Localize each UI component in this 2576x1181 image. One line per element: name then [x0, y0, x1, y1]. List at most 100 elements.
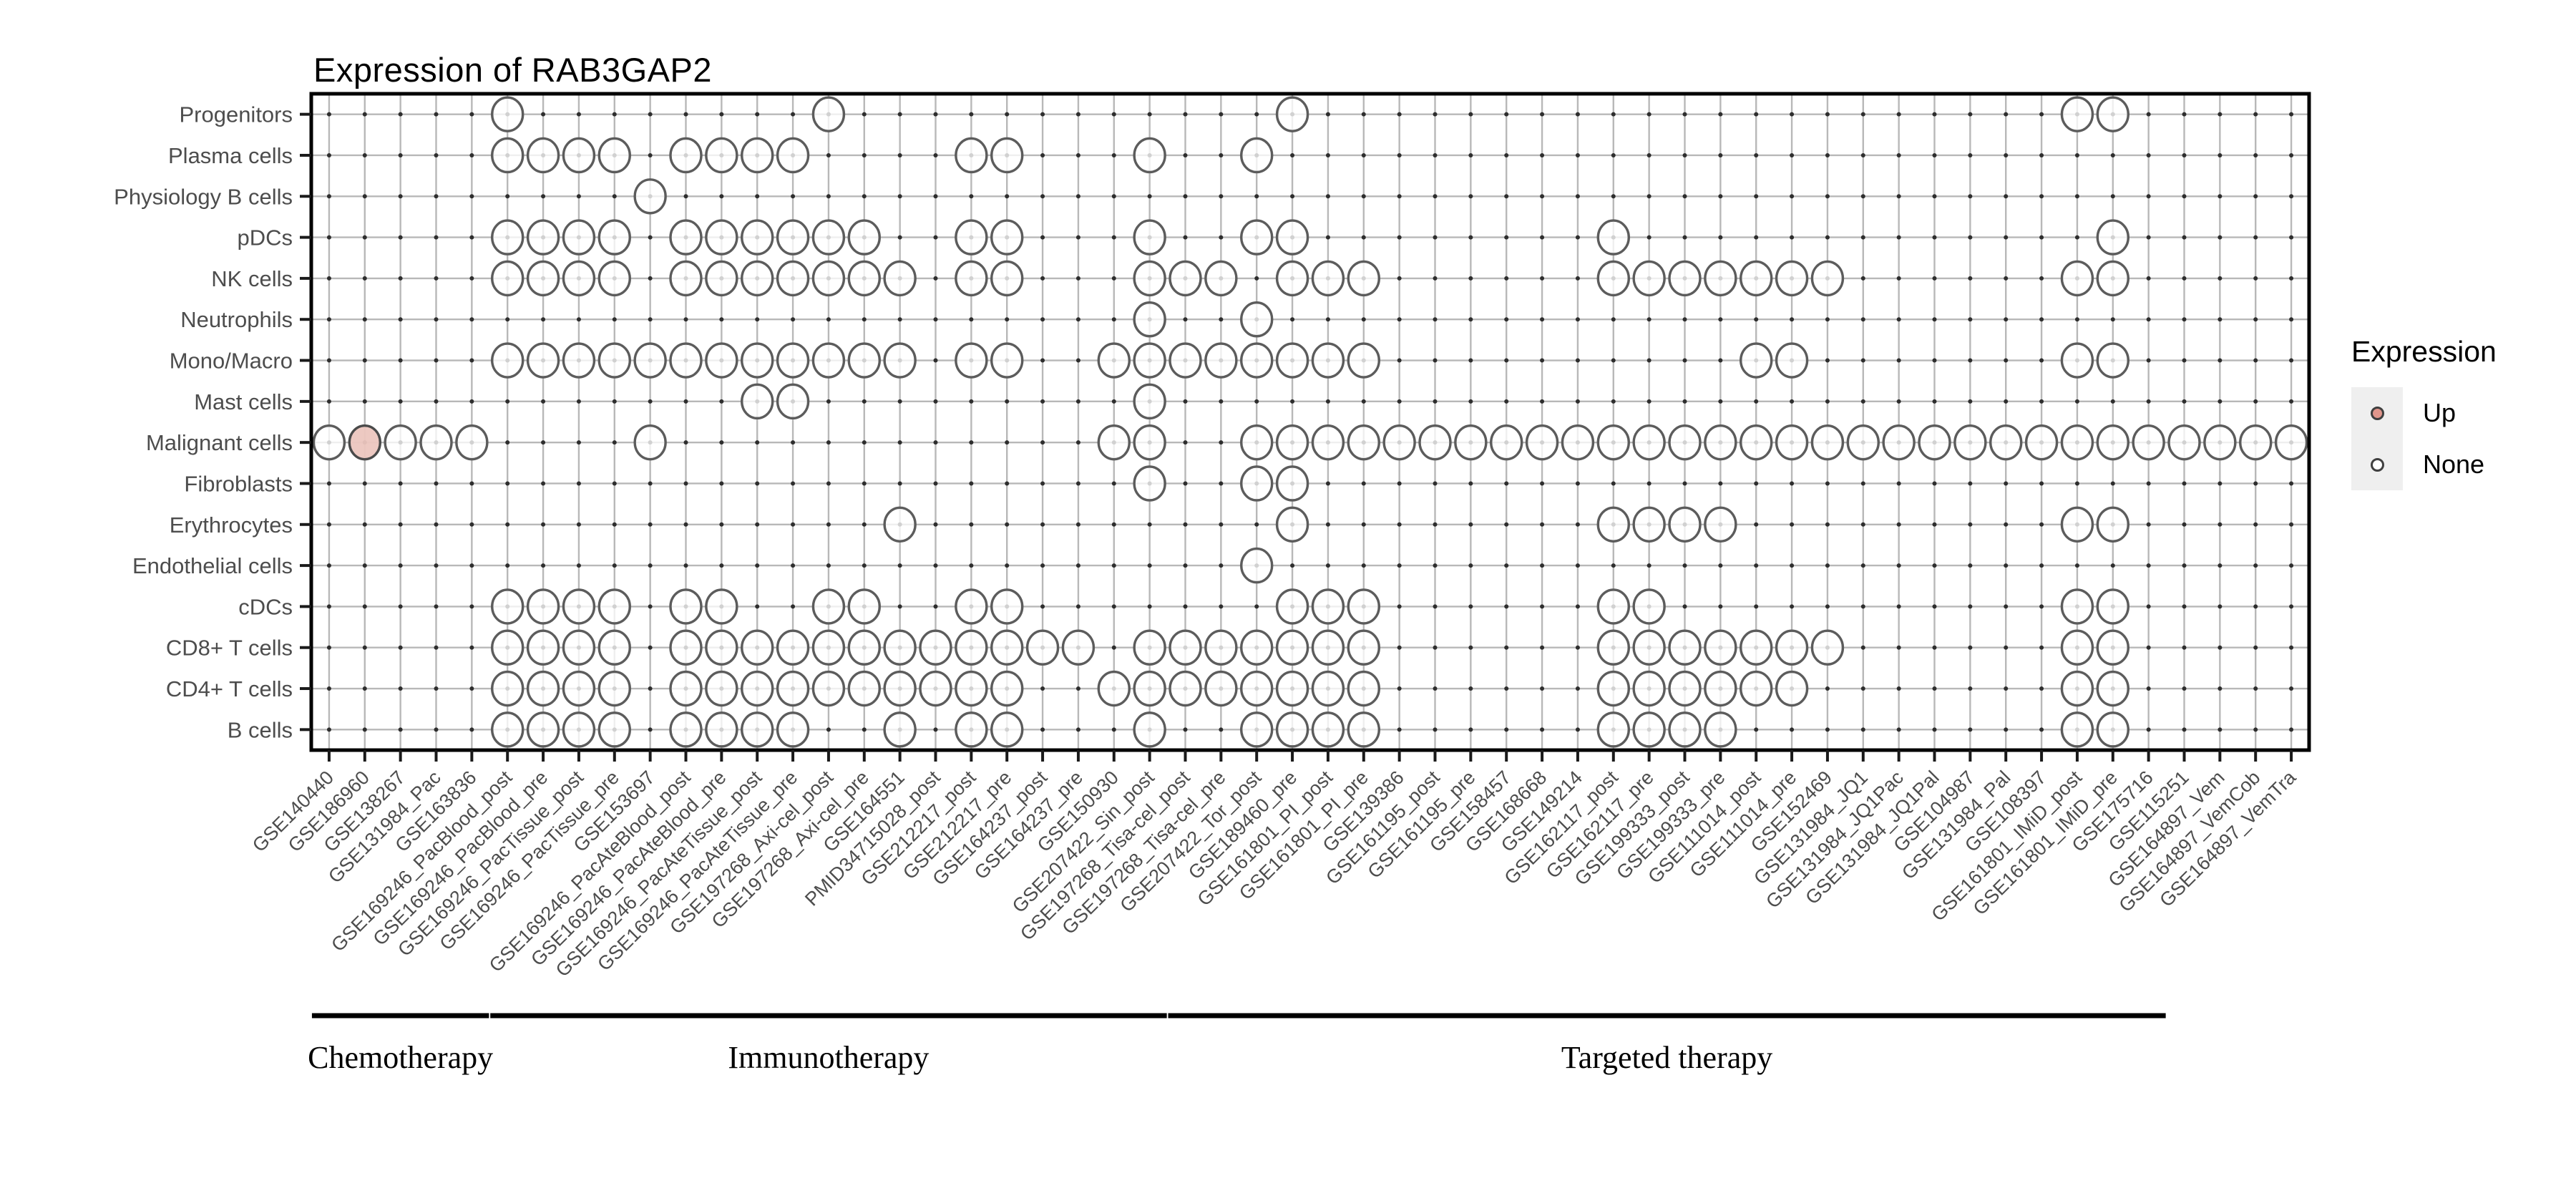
grid-point [1718, 399, 1723, 404]
grid-point [398, 276, 403, 281]
grid-point [648, 563, 653, 568]
grid-point [1219, 563, 1224, 568]
expression-circle [669, 711, 703, 748]
grid-point [1968, 399, 1973, 404]
grid-point [719, 399, 724, 404]
grid-point [326, 317, 331, 322]
grid-point [1646, 481, 1652, 486]
grid-point [1111, 522, 1116, 527]
expression-circle [955, 342, 988, 379]
expression-circle [811, 342, 846, 379]
grid-point [2004, 317, 2009, 322]
expression-circle [597, 260, 631, 297]
grid-point [1433, 604, 1438, 609]
grid-point [2182, 481, 2187, 486]
grid-point [1433, 727, 1438, 732]
legend-key-none [2351, 439, 2403, 490]
grid-point [1433, 522, 1438, 527]
grid-point [1825, 194, 1830, 199]
grid-point [648, 645, 653, 650]
grid-point [1896, 235, 1901, 240]
grid-point [1040, 522, 1045, 527]
grid-point [1540, 686, 1545, 691]
grid-point [1075, 194, 1080, 199]
expression-circle [1133, 342, 1166, 379]
grid-point [755, 522, 760, 527]
expression-circle [2060, 670, 2094, 707]
expression-circle [1347, 629, 1380, 666]
grid-point [683, 317, 688, 322]
grid-point [434, 727, 439, 732]
expression-circle [883, 506, 917, 543]
grid-point [897, 563, 902, 568]
grid-point [1397, 604, 1402, 609]
y-axis-label: Neutrophils [180, 307, 293, 332]
grid-point [1111, 645, 1116, 650]
grid-point [1611, 481, 1616, 486]
expression-circle [1740, 424, 1773, 461]
expression-circle [776, 670, 810, 707]
grid-point [1575, 481, 1580, 486]
grid-point [2004, 645, 2009, 650]
grid-point [1682, 399, 1687, 404]
grid-point [1397, 686, 1402, 691]
grid-point [1468, 563, 1473, 568]
grid-point [1183, 563, 1188, 568]
grid-point [1397, 317, 1402, 322]
grid-point [434, 522, 439, 527]
expression-circle [955, 711, 988, 748]
expression-circle [741, 383, 774, 420]
grid-point [1361, 563, 1366, 568]
grid-point [683, 481, 688, 486]
expression-circle [562, 342, 596, 379]
expression-circle [1704, 629, 1737, 666]
grid-point [2074, 399, 2079, 404]
expression-circle [1775, 424, 1809, 461]
expression-circle [776, 219, 810, 256]
grid-point [1968, 276, 1973, 281]
grid-point [1397, 727, 1402, 732]
grid-point [2182, 563, 2187, 568]
expression-circle [955, 260, 988, 297]
grid-point [2039, 152, 2044, 157]
expression-circle [2096, 506, 2129, 543]
grid-point [1183, 481, 1188, 486]
grid-point [2182, 604, 2187, 609]
grid-point [1540, 358, 1545, 363]
grid-point [434, 604, 439, 609]
grid-point [1860, 276, 1865, 281]
grid-point [2289, 727, 2294, 732]
grid-point [1790, 194, 1795, 199]
expression-circle [1311, 424, 1345, 461]
grid-point [933, 604, 938, 609]
grid-point [362, 645, 367, 650]
expression-circle [1240, 670, 1274, 707]
expression-circle [1275, 342, 1309, 379]
grid-point [1575, 235, 1580, 240]
grid-point [969, 112, 974, 117]
grid-point [1718, 194, 1723, 199]
grid-point [2253, 563, 2258, 568]
expression-circle [491, 711, 525, 748]
grid-point [2182, 727, 2187, 732]
grid-point [1932, 358, 1937, 363]
expression-circle [1240, 342, 1274, 379]
grid-point [2182, 194, 2187, 199]
grid-point [1290, 152, 1295, 157]
expression-circle [597, 137, 631, 174]
grid-point [326, 481, 331, 486]
grid-point [719, 194, 724, 199]
expression-circle [811, 588, 846, 625]
grid-point [1932, 317, 1937, 322]
expression-circle [1240, 547, 1274, 584]
grid-point [505, 317, 510, 322]
grid-point [1540, 317, 1545, 322]
grid-point [1075, 686, 1080, 691]
expression-circle [1133, 465, 1166, 502]
expression-circle [776, 383, 810, 420]
grid-point [2146, 399, 2151, 404]
grid-point [2039, 727, 2044, 732]
grid-point [1361, 194, 1366, 199]
grid-point [1361, 235, 1366, 240]
grid-point [1754, 563, 1759, 568]
